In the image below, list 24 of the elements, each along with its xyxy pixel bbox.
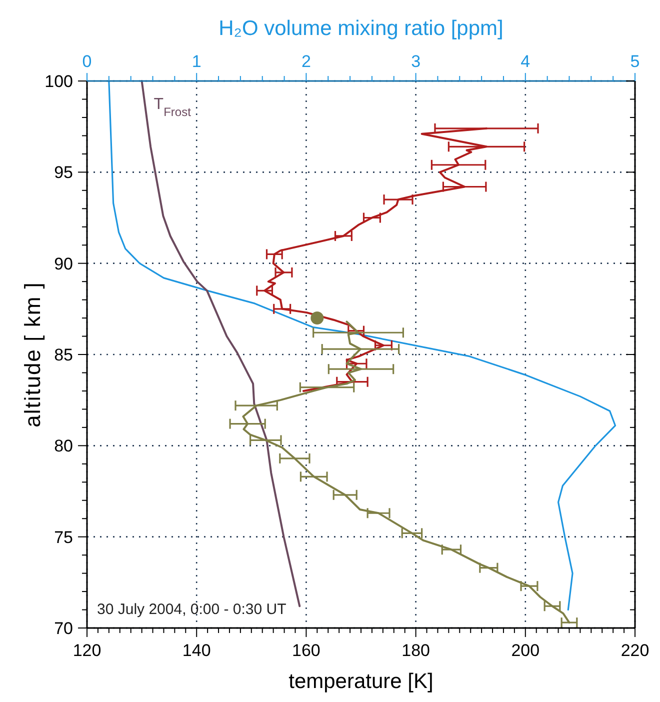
x2-tick-label: 5 [630, 52, 640, 71]
y-tick-label: 80 [54, 436, 73, 456]
x-axis-title: temperature [K] [288, 670, 434, 693]
x2-axis-title: H₂O volume mixing ratio [ppm] [218, 17, 504, 40]
y-tick-label: 100 [44, 72, 73, 91]
x-tick-label: 180 [402, 641, 430, 660]
annotation: 30 July 2004, 0:00 - 0:30 UT [97, 601, 286, 618]
series-label: T$_{Frost}$ [154, 96, 192, 119]
y-tick-label: 75 [54, 528, 73, 547]
y-axis-title: altitude [ km ] [20, 282, 45, 428]
x2-tick-label: 3 [411, 52, 421, 71]
x2-tick-label: 2 [301, 52, 311, 71]
x2-tick-label: 1 [192, 52, 202, 71]
x-tick-label: 220 [620, 641, 650, 660]
x2-tick-label: 0 [82, 52, 92, 71]
x-tick-label: 140 [182, 641, 211, 660]
x2-tick-label: 4 [520, 52, 530, 71]
x-tick-label: 160 [292, 641, 320, 660]
x-tick-label: 200 [511, 641, 540, 660]
y-tick-label: 95 [54, 163, 73, 182]
y-tick-label: 85 [54, 346, 73, 364]
y-tick-label: 70 [54, 619, 73, 638]
y-tick-label: 90 [54, 254, 73, 274]
x-tick-label: 120 [72, 641, 102, 660]
